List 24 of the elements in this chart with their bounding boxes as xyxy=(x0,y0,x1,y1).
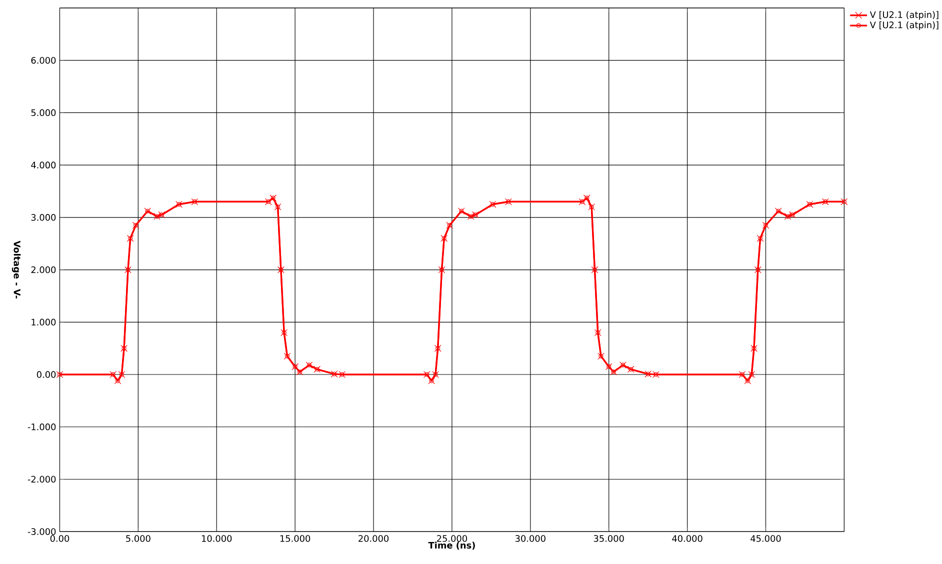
x-tick-label: 15.000 xyxy=(280,534,310,542)
x-tick-label: 20.000 xyxy=(358,534,389,542)
y-tick-label: -1.000 xyxy=(28,423,56,430)
x-tick-label: 10.000 xyxy=(202,534,232,542)
x-tick-label: 35.000 xyxy=(594,534,624,542)
x-axis-title: Time (ns) xyxy=(428,541,475,550)
y-tick-label: -3.000 xyxy=(28,528,56,535)
legend-label: V [U2.1 (atpin)] xyxy=(870,21,938,30)
y-tick-label: 3.000 xyxy=(31,214,56,221)
y-tick-label: 4.000 xyxy=(31,161,56,168)
x-tick-label: 5.000 xyxy=(126,534,150,542)
y-axis-title: Voltage - V- xyxy=(12,240,21,298)
x-tick-label: 0.00 xyxy=(50,534,70,542)
y-tick-label: 1.000 xyxy=(32,318,56,326)
x-tick-label: 30.000 xyxy=(515,534,546,542)
y-tick-label: 5.000 xyxy=(31,109,56,116)
x-tick-label: 40.000 xyxy=(672,534,702,542)
y-tick-label: 2.000 xyxy=(31,266,56,273)
y-tick-label: 0.00 xyxy=(36,370,56,378)
legend-label: V [U2.1 (atpin)] xyxy=(870,10,938,20)
x-tick-label: 25.000 xyxy=(437,534,467,542)
y-tick-label: 6.000 xyxy=(31,56,56,64)
y-tick-label: -2.000 xyxy=(28,476,56,482)
x-tick-label: 45.000 xyxy=(750,534,781,542)
